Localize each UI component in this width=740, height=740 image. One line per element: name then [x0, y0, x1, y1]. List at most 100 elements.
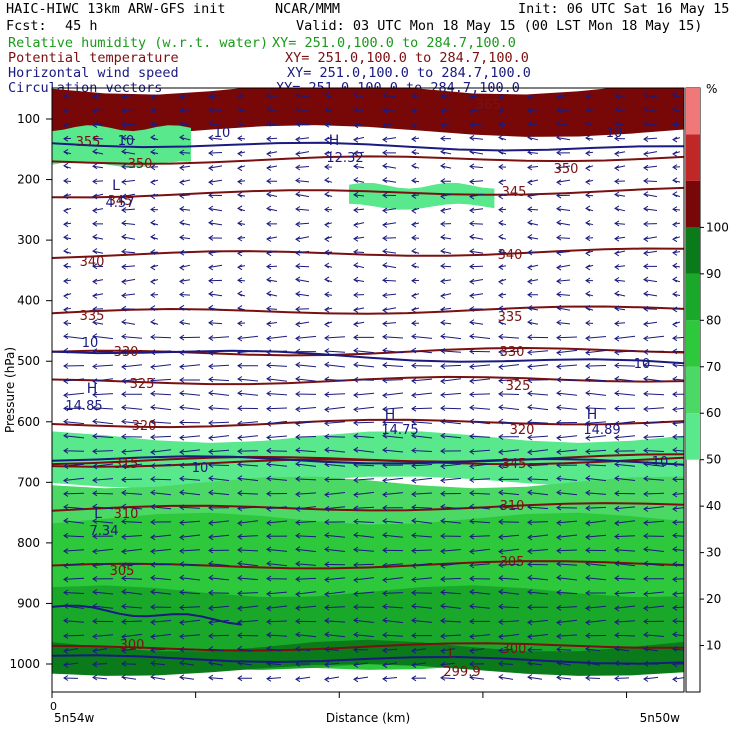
vector-arrow — [92, 490, 114, 497]
vector-arrow — [150, 292, 159, 298]
wind-contour-label: 10 — [192, 461, 209, 476]
theta-label: 325 — [506, 379, 531, 394]
extremum-value: 14.89 — [583, 423, 620, 438]
vector-arrow — [527, 390, 549, 397]
colorbar-swatch — [686, 180, 700, 228]
vector-arrow — [63, 347, 85, 354]
vector-arrow — [614, 349, 636, 356]
vector-arrow — [672, 591, 684, 598]
vector-arrow — [527, 219, 539, 226]
vector-arrow — [237, 533, 259, 540]
vector-arrow — [150, 404, 172, 411]
vector-arrow — [556, 504, 578, 511]
vector-arrow — [672, 546, 684, 553]
vector-arrow — [585, 304, 594, 311]
vector-arrow — [295, 391, 317, 397]
vector-arrow — [179, 249, 191, 256]
vector-arrow — [440, 347, 462, 354]
vector-arrow — [324, 348, 346, 354]
vector-arrow — [411, 234, 420, 241]
vector-arrow — [614, 191, 626, 198]
theta-contour-line — [52, 155, 684, 165]
colorbar-tick-label: 30 — [706, 546, 721, 560]
vector-arrow — [179, 519, 201, 526]
vector-arrow — [353, 321, 365, 328]
vector-arrow — [498, 390, 520, 397]
colorbar-swatch — [686, 273, 700, 321]
vector-arrow — [382, 562, 404, 569]
vector-arrow — [672, 262, 681, 269]
vector-arrow — [63, 306, 72, 313]
vector-arrow — [121, 603, 143, 610]
vector-arrow — [179, 304, 191, 311]
vector-arrow — [266, 92, 278, 99]
vector-arrow — [585, 277, 593, 284]
vector-arrow — [63, 378, 85, 385]
vector-arrow — [266, 631, 288, 638]
vector-arrow — [121, 674, 137, 681]
vector-arrow — [179, 319, 191, 326]
vector-arrow — [556, 149, 571, 156]
vector-arrow — [498, 588, 520, 595]
vector-arrow — [382, 177, 397, 184]
vector-arrow — [614, 92, 626, 99]
vector-arrow — [411, 432, 433, 439]
theta-label: 340 — [498, 248, 523, 263]
vector-arrow — [324, 91, 333, 98]
vector-arrow — [527, 291, 538, 298]
vector-arrow — [266, 120, 278, 127]
vector-arrow — [63, 548, 85, 555]
vector-arrow — [353, 406, 375, 413]
vector-arrow — [150, 449, 172, 456]
extremum-value: 7.34 — [90, 524, 119, 539]
colorbar-tick-label: 20 — [706, 592, 721, 606]
vector-arrow — [614, 178, 626, 185]
vector-arrow — [324, 306, 333, 313]
vector-arrow — [527, 489, 549, 496]
vector-arrow — [643, 92, 658, 99]
vector-arrow — [208, 574, 230, 581]
vector-arrow — [121, 404, 143, 411]
vector-arrow — [295, 506, 317, 512]
vector-arrow — [469, 306, 483, 312]
vector-arrow — [527, 519, 549, 526]
vector-arrow — [469, 248, 484, 255]
vector-arrow — [324, 163, 333, 170]
vector-arrow — [150, 121, 159, 127]
vector-arrow — [643, 660, 659, 667]
vector-arrow — [411, 447, 433, 454]
vector-arrow — [237, 305, 246, 312]
forecast-hours: 45 h — [65, 18, 98, 34]
vector-arrow — [672, 420, 684, 427]
vector-arrow — [208, 547, 230, 554]
vector-arrow — [266, 420, 288, 427]
vector-arrow — [469, 292, 484, 299]
vector-arrow — [121, 278, 136, 285]
vector-arrow — [92, 220, 104, 227]
vector-arrow — [411, 377, 433, 384]
vector-arrow — [469, 533, 491, 540]
vector-arrow — [208, 205, 223, 212]
wind-contour-label: 10 — [82, 336, 99, 351]
vector-arrow — [643, 236, 658, 243]
vector-arrow — [643, 631, 665, 638]
vector-arrow — [353, 461, 375, 468]
vector-arrow — [179, 434, 201, 441]
vector-arrow — [498, 206, 507, 213]
vector-arrow — [92, 548, 114, 555]
vector-arrow — [556, 462, 578, 469]
vector-arrow — [614, 120, 626, 127]
vector-arrow — [266, 575, 288, 582]
vector-arrow — [63, 576, 85, 583]
vector-arrow — [266, 191, 278, 198]
vector-arrow — [643, 575, 664, 582]
vector-arrow — [469, 490, 491, 497]
vector-arrow — [498, 193, 507, 200]
vector-arrow — [295, 560, 317, 567]
vector-arrow — [179, 589, 201, 596]
vector-arrow — [179, 278, 191, 285]
vector-arrow — [324, 631, 346, 638]
vector-arrow — [92, 319, 104, 326]
vector-arrow — [237, 520, 259, 527]
vector-arrow — [295, 645, 311, 652]
